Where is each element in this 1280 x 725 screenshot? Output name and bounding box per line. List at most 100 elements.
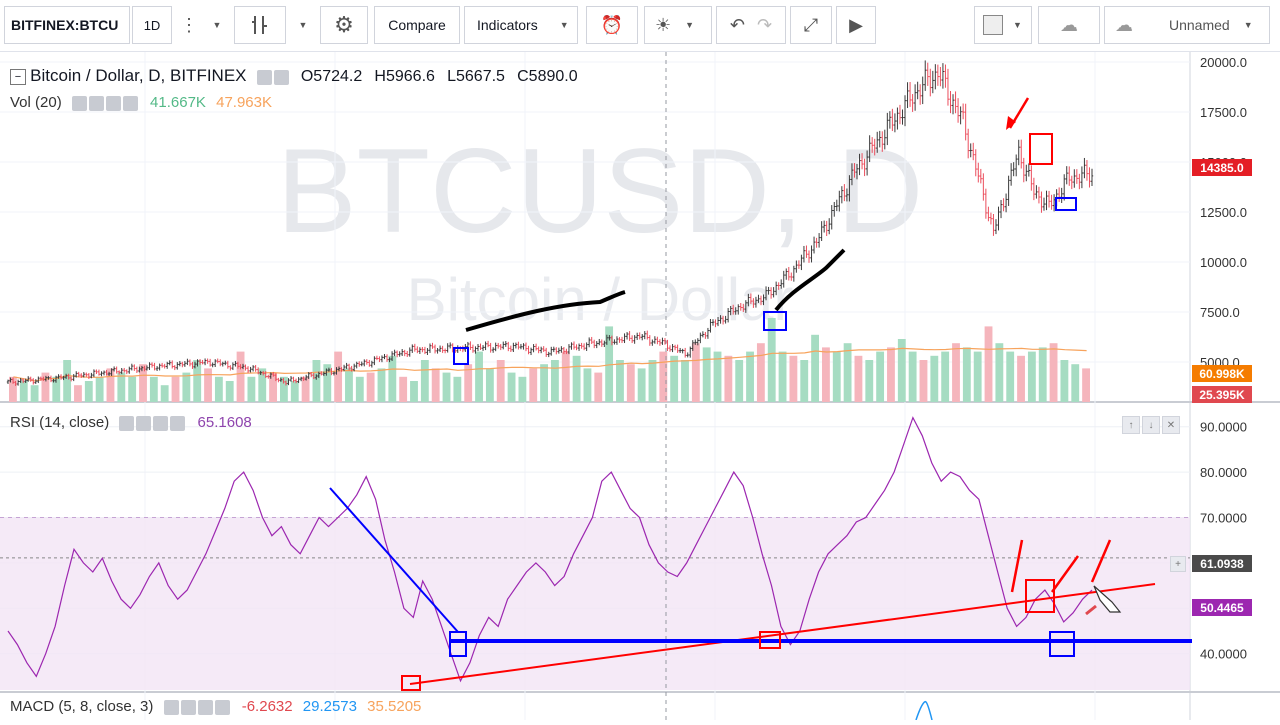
interval-dropdown-chevron-icon[interactable]: ▼ xyxy=(202,6,226,44)
volume-bar xyxy=(388,356,396,402)
rsi-cursor-badge: 61.0938 xyxy=(1192,555,1252,572)
indicators-button[interactable]: Indicators ▼ xyxy=(464,6,578,44)
volume-bar xyxy=(182,373,190,402)
volume-bar xyxy=(96,377,104,402)
volume-bar xyxy=(399,377,407,402)
volume-bar xyxy=(518,377,526,402)
volume-bar xyxy=(865,360,873,402)
volume-bar xyxy=(421,360,429,402)
lightbulb-icon: ☀ xyxy=(655,15,671,36)
replay-play-icon[interactable]: ▶ xyxy=(836,6,876,44)
rsi-axis-tick-label: 90.0000 xyxy=(1200,420,1247,435)
close-icon xyxy=(215,700,230,715)
main-series-controls[interactable] xyxy=(257,69,291,86)
chart-area[interactable]: BTCUSD, D Bitcoin / Dollar 5000.0 7500.0 1… xyxy=(0,52,1280,720)
watermark-main: BTCUSD, D xyxy=(277,124,924,258)
volume-bar xyxy=(562,352,570,402)
volume-bar xyxy=(367,373,375,402)
volume-controls[interactable] xyxy=(72,95,140,112)
main-legend: − Bitcoin / Dollar, D, BITFINEX O5724.2 … xyxy=(10,66,578,86)
volume-bar xyxy=(117,373,125,402)
pane-move-down-icon[interactable]: ↓ xyxy=(1142,416,1160,434)
volume-bar xyxy=(779,352,787,402)
layout-name: Unnamed xyxy=(1169,17,1230,33)
close-icon xyxy=(170,416,185,431)
chart-style-dropdown-chevron-icon[interactable]: ▼ xyxy=(288,6,312,44)
ideas-chevron-icon: ▼ xyxy=(685,20,694,30)
macd-legend: MACD (5, 8, close, 3) -6.2632 29.2573 35… xyxy=(10,698,421,716)
main-axis-tick-label: 17500.0 xyxy=(1200,105,1247,120)
settings-gear-icon[interactable]: ⚙ xyxy=(320,6,368,44)
interval-button[interactable]: 1D xyxy=(132,6,172,44)
pane-move-up-icon[interactable]: ↑ xyxy=(1122,416,1140,434)
ohlc-open: O5724.2 xyxy=(301,68,362,85)
rsi-add-plus-icon[interactable]: + xyxy=(1170,556,1186,572)
plus-icon xyxy=(106,96,121,111)
eye-icon xyxy=(164,700,179,715)
layout-name-chevron-icon: ▼ xyxy=(1244,20,1253,30)
volume-bar xyxy=(226,381,234,402)
legend-collapse-icon[interactable]: − xyxy=(10,69,26,85)
volume-bar xyxy=(724,356,732,402)
volume-bar xyxy=(475,352,483,402)
main-axis-tick-label: 20000.0 xyxy=(1200,55,1247,70)
volume-bar xyxy=(811,335,819,402)
volume-value: 41.667K xyxy=(150,94,206,111)
volume-bar xyxy=(529,368,537,402)
rsi-controls[interactable] xyxy=(119,415,187,432)
chart-style-candles-icon[interactable] xyxy=(234,6,286,44)
layout-square-icon xyxy=(983,15,1003,35)
undo-icon[interactable]: ↶ xyxy=(730,15,745,36)
volume-bar xyxy=(161,385,169,402)
macd-label: MACD (5, 8, close, 3) xyxy=(10,698,153,715)
macd-line-fragment xyxy=(916,702,932,720)
volume-bar xyxy=(920,360,928,402)
macd-value-2: 29.2573 xyxy=(303,698,357,715)
volume-bar xyxy=(692,343,700,402)
volume-bar xyxy=(952,343,960,402)
fullscreen-icon[interactable]: ⤢ xyxy=(790,6,832,44)
volume-bar xyxy=(1071,364,1079,402)
main-axis-tick-label: 7500.0 xyxy=(1200,305,1240,320)
volume-bar xyxy=(573,356,581,402)
compare-button[interactable]: Compare xyxy=(374,6,460,44)
rsi-axis-tick-label: 70.0000 xyxy=(1200,510,1247,525)
more-vertical-icon[interactable]: ⋮ xyxy=(176,6,202,44)
save-layout-button[interactable]: ☁ Unnamed ▼ xyxy=(1104,6,1270,44)
volume-bar xyxy=(594,373,602,402)
rsi-axis-tick-label: 80.0000 xyxy=(1200,465,1247,480)
volume-bar xyxy=(833,352,841,402)
volume-bar xyxy=(334,352,342,402)
volume-bar xyxy=(735,360,743,402)
layout-select-button[interactable]: ▼ xyxy=(974,6,1032,44)
rsi-axis-tick-label: 40.0000 xyxy=(1200,647,1247,662)
volume-bar xyxy=(930,356,938,402)
volume-bar xyxy=(876,352,884,402)
volume-bar xyxy=(150,377,158,402)
volume-bar xyxy=(85,381,93,402)
volume-bar xyxy=(551,360,559,402)
macd-controls[interactable] xyxy=(164,699,232,716)
redo-icon[interactable]: ↷ xyxy=(757,15,772,36)
ideas-lightbulb-button[interactable]: ☀ ▼ xyxy=(644,6,712,44)
volume-bar xyxy=(497,360,505,402)
pane-close-icon[interactable]: ✕ xyxy=(1162,416,1180,434)
chart-svg[interactable]: BTCUSD, D Bitcoin / Dollar 5000.07500.01… xyxy=(0,52,1280,720)
alert-clock-plus-icon[interactable]: ⏰ xyxy=(586,6,638,44)
volume-bar xyxy=(909,352,917,402)
volume-bar xyxy=(1039,347,1047,402)
interval-text: 1D xyxy=(144,18,161,33)
volume-bar xyxy=(616,360,624,402)
volume-bar xyxy=(410,381,418,402)
volume-bar xyxy=(670,356,678,402)
volume-ma-badge: 60.998K xyxy=(1192,365,1252,382)
main-axis-tick-label: 10000.0 xyxy=(1200,255,1247,270)
volume-bar xyxy=(74,385,82,402)
cloud-load-icon[interactable]: ☁ xyxy=(1038,6,1100,44)
volume-bar xyxy=(172,377,180,402)
settings-icon xyxy=(181,700,196,715)
eye-icon xyxy=(72,96,87,111)
symbol-search-button[interactable]: BITFINEX:BTCU xyxy=(4,6,130,44)
volume-bar xyxy=(681,360,689,402)
volume-bar xyxy=(508,373,516,402)
